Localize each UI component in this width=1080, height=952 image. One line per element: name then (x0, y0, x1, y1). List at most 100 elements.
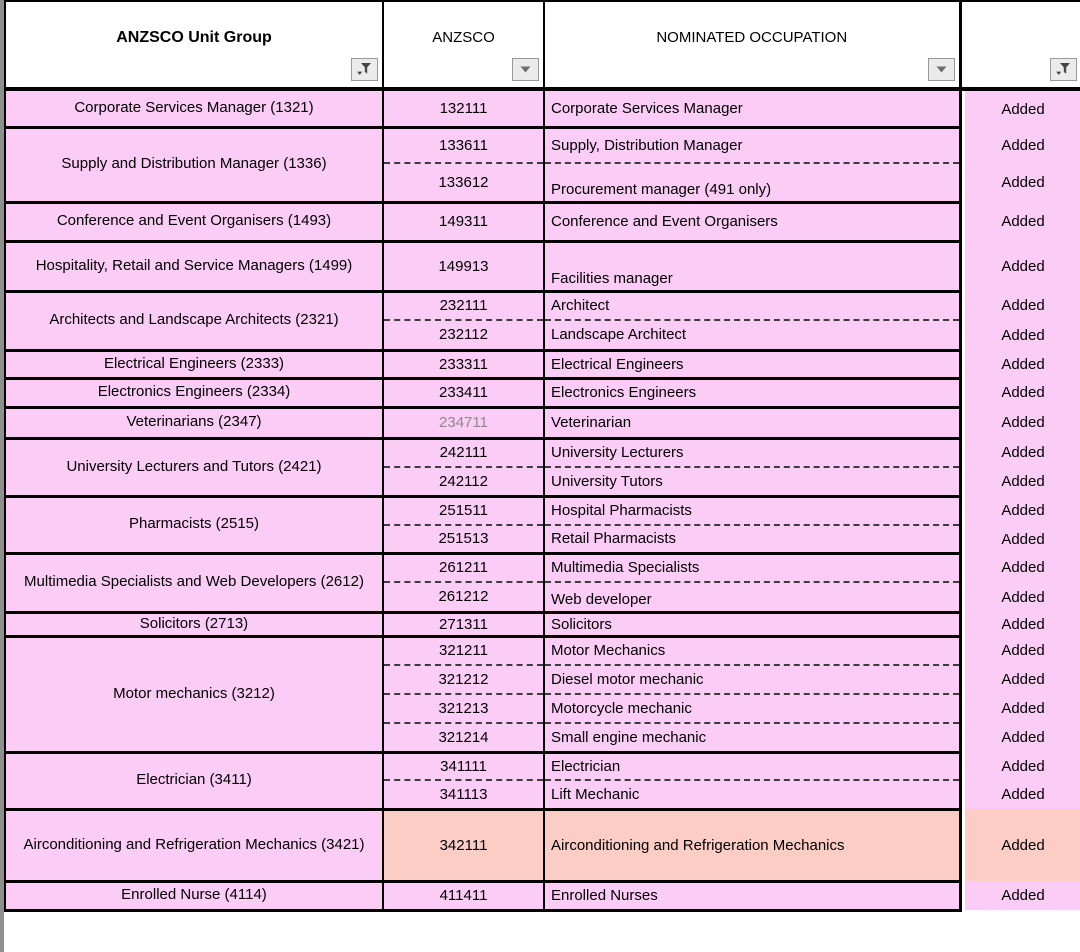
occupation-cell[interactable]: Multimedia Specialists (544, 553, 962, 583)
unit-group-cell[interactable]: Electronics Engineers (2334) (4, 378, 384, 409)
occupation-cell[interactable]: Retail Pharmacists (544, 525, 962, 555)
occupation-cell[interactable]: Corporate Services Manager (544, 89, 962, 129)
status-cell[interactable]: Added (965, 582, 1080, 612)
anzsco-code-cell[interactable]: 132111 (383, 89, 545, 129)
table-row: Motor mechanics (3212) 321211 Motor Mechan… (4, 636, 1080, 754)
occupation-cell[interactable]: Conference and Event Organisers (544, 202, 962, 243)
anzsco-code-cell[interactable]: 271311 (383, 612, 545, 638)
header-unit-group-label: ANZSCO Unit Group (116, 28, 272, 46)
occupation-cell[interactable]: Electrical Engineers (544, 350, 962, 380)
occupation-cell[interactable]: University Lecturers (544, 438, 962, 468)
status-cell[interactable]: Added (965, 752, 1080, 780)
status-cell[interactable]: Added (965, 407, 1080, 438)
occupation-cell[interactable]: Solicitors (544, 612, 962, 638)
unit-group-cell[interactable]: Pharmacists (2515) (4, 496, 384, 555)
anzsco-code-cell[interactable]: 133612 (383, 163, 545, 204)
unit-group-cell[interactable]: Electrician (3411) (4, 752, 384, 811)
status-cell[interactable]: Added (965, 127, 1080, 163)
anzsco-code-cell[interactable]: 342111 (383, 809, 545, 883)
status-cell[interactable]: Added (965, 881, 1080, 910)
occupation-cell[interactable]: University Tutors (544, 467, 962, 498)
occupation-cell[interactable]: Electrician (544, 752, 962, 781)
unit-group-cell[interactable]: Corporate Services Manager (1321) (4, 89, 384, 129)
unit-group-cell[interactable]: Architects and Landscape Architects (232… (4, 291, 384, 352)
occupation-cell[interactable]: Diesel motor mechanic (544, 665, 962, 695)
anzsco-code-cell[interactable]: 341111 (383, 752, 545, 781)
occupation-cell[interactable]: Supply, Distribution Manager (544, 127, 962, 164)
occupation-cell[interactable]: Enrolled Nurses (544, 881, 962, 912)
anzsco-dropdown-button[interactable] (512, 58, 539, 81)
status-cell[interactable]: Added (965, 467, 1080, 496)
unit-group-cell[interactable]: Multimedia Specialists and Web Developer… (4, 553, 384, 614)
occupation-cell[interactable]: Procurement manager (491 only) (544, 163, 962, 204)
status-cell[interactable]: Added (965, 378, 1080, 407)
unit-group-cell[interactable]: Supply and Distribution Manager (1336) (4, 127, 384, 204)
status-cell[interactable]: Added (965, 694, 1080, 723)
occupation-cell[interactable]: Small engine mechanic (544, 723, 962, 754)
anzsco-code-cell[interactable]: 261212 (383, 582, 545, 614)
occupation-cell[interactable]: Facilities manager (544, 241, 962, 293)
anzsco-code-cell[interactable]: 133611 (383, 127, 545, 164)
anzsco-code-cell[interactable]: 251511 (383, 496, 545, 526)
status-cell[interactable]: Added (965, 809, 1080, 881)
unit-group-cell[interactable]: Conference and Event Organisers (1493) (4, 202, 384, 243)
table-row: Pharmacists (2515) 251511 Hospital Pharmac… (4, 496, 1080, 555)
unit-group-cell[interactable]: Airconditioning and Refrigeration Mechan… (4, 809, 384, 883)
status-cell[interactable]: Added (965, 553, 1080, 582)
status-cell[interactable]: Added (965, 163, 1080, 202)
unit-group-cell[interactable]: Motor mechanics (3212) (4, 636, 384, 754)
status-cell[interactable]: Added (965, 350, 1080, 378)
anzsco-code-cell[interactable]: 411411 (383, 881, 545, 912)
anzsco-code-cell[interactable]: 251513 (383, 525, 545, 555)
status-cell[interactable]: Added (965, 320, 1080, 350)
unit-group-cell[interactable]: Electrical Engineers (2333) (4, 350, 384, 380)
status-cell[interactable]: Added (965, 202, 1080, 241)
anzsco-code-cell[interactable]: 321211 (383, 636, 545, 666)
occupation-cell[interactable]: Hospital Pharmacists (544, 496, 962, 526)
status-cell[interactable]: Added (965, 723, 1080, 752)
status-cell[interactable]: Added (965, 241, 1080, 291)
occupation-cell[interactable]: Motorcycle mechanic (544, 694, 962, 724)
unit-group-cell[interactable]: Veterinarians (2347) (4, 407, 384, 440)
occupation-cell[interactable]: Electronics Engineers (544, 378, 962, 409)
anzsco-code-cell[interactable]: 321213 (383, 694, 545, 724)
anzsco-code-cell[interactable]: 261211 (383, 553, 545, 583)
status-cell[interactable]: Added (965, 89, 1080, 127)
anzsco-code-cell[interactable]: 242112 (383, 467, 545, 498)
status-cell[interactable]: Added (965, 665, 1080, 694)
occupation-cell[interactable]: Architect (544, 291, 962, 321)
anzsco-code-cell[interactable]: 242111 (383, 438, 545, 468)
anzsco-code-cell[interactable]: 232111 (383, 291, 545, 321)
occupation-cell[interactable]: Veterinarian (544, 407, 962, 440)
unit-group-cell[interactable]: Solicitors (2713) (4, 612, 384, 638)
occupation-cell[interactable]: Airconditioning and Refrigeration Mechan… (544, 809, 962, 883)
occupation-cell[interactable]: Motor Mechanics (544, 636, 962, 666)
anzsco-code-cell[interactable]: 149311 (383, 202, 545, 243)
unit-group-cell[interactable]: Hospitality, Retail and Service Managers… (4, 241, 384, 293)
anzsco-code-cell[interactable]: 321214 (383, 723, 545, 754)
status-cell[interactable]: Added (965, 525, 1080, 553)
status-cell[interactable]: Added (965, 438, 1080, 467)
anzsco-code-cell[interactable]: 233411 (383, 378, 545, 409)
status-cell[interactable]: Added (965, 636, 1080, 665)
status-cell[interactable]: Added (965, 612, 1080, 636)
column-gap (960, 496, 965, 525)
anzsco-code-cell[interactable]: 149913 (383, 241, 545, 293)
status-cell[interactable]: Added (965, 780, 1080, 809)
column-gap (960, 163, 965, 202)
status-cell[interactable]: Added (965, 496, 1080, 525)
occupation-cell[interactable]: Landscape Architect (544, 320, 962, 352)
unit-group-cell[interactable]: Enrolled Nurse (4114) (4, 881, 384, 912)
status-cell[interactable]: Added (965, 291, 1080, 320)
anzsco-code-cell[interactable]: 341113 (383, 780, 545, 811)
anzsco-code-cell[interactable]: 234711 (383, 407, 545, 440)
unit-group-filter-button[interactable] (351, 58, 378, 81)
occupation-cell[interactable]: Web developer (544, 582, 962, 614)
anzsco-code-cell[interactable]: 232112 (383, 320, 545, 352)
occupation-cell[interactable]: Lift Mechanic (544, 780, 962, 811)
anzsco-code-cell[interactable]: 321212 (383, 665, 545, 695)
occupation-dropdown-button[interactable] (927, 58, 955, 81)
status-filter-button[interactable] (1050, 58, 1077, 81)
unit-group-cell[interactable]: University Lecturers and Tutors (2421) (4, 438, 384, 498)
anzsco-code-cell[interactable]: 233311 (383, 350, 545, 380)
